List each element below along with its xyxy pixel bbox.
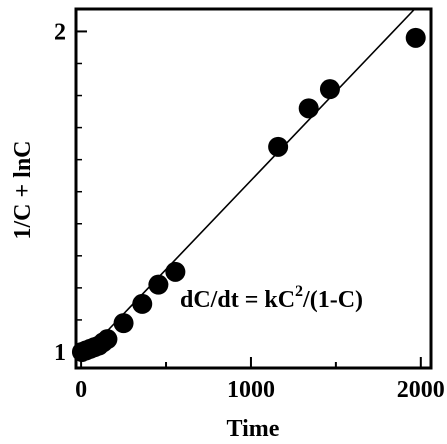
x-tick-label: 2000 xyxy=(397,377,445,403)
data-point xyxy=(298,98,319,119)
plot-frame xyxy=(74,7,433,370)
x-tick-label: 0 xyxy=(75,377,87,403)
data-point xyxy=(97,329,118,350)
data-point xyxy=(405,27,426,48)
data-point xyxy=(268,136,289,157)
y-tick-label: 1 xyxy=(54,340,66,366)
equation-annotation: dC/dt = kC2/(1-C) xyxy=(180,283,363,313)
x-axis-label: Time xyxy=(227,416,280,442)
tick-labels: 0 1000 2000 1 2 xyxy=(54,19,445,403)
equation-superscript: 2 xyxy=(295,283,303,300)
equation-base: dC/dt = kC xyxy=(180,287,295,313)
data-point xyxy=(148,274,169,295)
data-point xyxy=(319,79,340,100)
y-tick-label: 2 xyxy=(54,19,66,45)
data-point xyxy=(113,313,134,334)
data-points xyxy=(71,27,426,362)
equation-tail: /(1-C) xyxy=(302,287,363,313)
data-point xyxy=(165,261,186,282)
x-tick-label: 1000 xyxy=(227,377,275,403)
data-point xyxy=(132,293,153,314)
y-axis-label: 1/C + lnC xyxy=(10,140,36,239)
